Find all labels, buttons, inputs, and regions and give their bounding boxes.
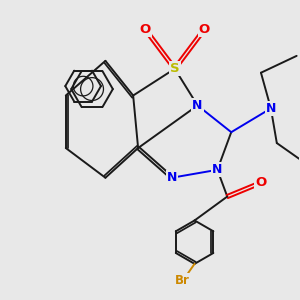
Text: O: O [140,22,151,36]
Text: O: O [199,22,210,36]
Text: N: N [266,102,276,115]
Text: N: N [167,171,177,184]
Text: S: S [170,62,180,75]
Text: O: O [255,176,267,189]
Text: N: N [212,163,223,176]
Text: N: N [192,99,203,112]
Text: Br: Br [175,274,190,287]
